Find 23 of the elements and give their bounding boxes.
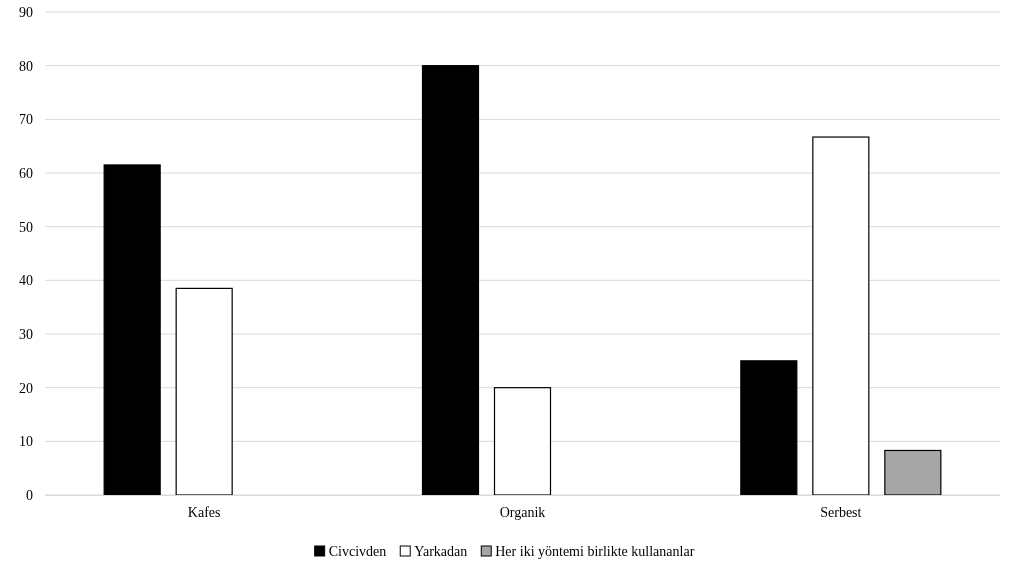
bar — [175, 287, 233, 496]
bar — [884, 449, 942, 496]
bar — [493, 387, 552, 496]
legend-label: Yarkadan — [414, 544, 468, 559]
legend-label: Her iki yöntemi birlikte kullananlar — [495, 544, 695, 559]
y-tick-label: 90 — [19, 4, 33, 20]
y-tick-label: 50 — [19, 219, 33, 235]
legend-label: Civcivden — [328, 544, 387, 559]
y-tick-label: 10 — [19, 434, 33, 450]
x-tick-label: Kafes — [187, 504, 221, 520]
y-tick-label: 80 — [19, 58, 33, 74]
y-tick-label: 0 — [26, 487, 33, 503]
x-tick-label: Organik — [499, 504, 546, 520]
bar — [740, 360, 798, 496]
bar — [421, 65, 480, 496]
y-tick-label: 20 — [19, 380, 33, 396]
bar — [812, 136, 870, 496]
bar — [103, 164, 161, 496]
x-tick-label: Serbest — [820, 504, 862, 520]
y-tick-label: 70 — [19, 112, 33, 128]
y-tick-label: 40 — [19, 273, 33, 289]
y-tick-label: 60 — [19, 165, 33, 181]
y-tick-label: 30 — [19, 326, 33, 342]
